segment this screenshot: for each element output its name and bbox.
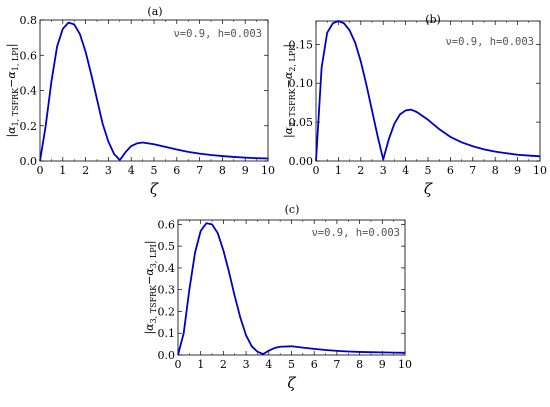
parameter-annotation: ν=0.9, h=0.003: [311, 227, 400, 239]
x-tick-label: 4: [128, 164, 135, 177]
y-tick-label: 0.4: [158, 262, 176, 275]
y-tick-label: 0.00: [289, 155, 314, 168]
x-tick-label: 2: [357, 164, 364, 177]
x-tick-label: 0: [313, 164, 320, 177]
x-tick-label: 4: [265, 358, 272, 371]
y-axis-label: |α2, TSFRK−α2, LPI|: [282, 44, 297, 138]
panel-label: (a): [147, 5, 162, 18]
series-line: [39, 21, 269, 162]
x-tick-label: 5: [425, 164, 432, 177]
y-tick-label: 0.3: [158, 284, 176, 297]
x-tick-label: 1: [59, 164, 66, 177]
x-tick-label: 7: [469, 164, 476, 177]
series-line: [177, 222, 406, 356]
x-tick-label: 3: [105, 164, 112, 177]
y-tick-label: 0.0: [158, 349, 176, 362]
plot-frame: [177, 219, 406, 356]
x-tick-label: 9: [514, 164, 521, 177]
y-tick-label: 0.2: [158, 305, 176, 318]
x-tick-label: 3: [243, 358, 250, 371]
panel-label: (b): [425, 13, 441, 26]
x-tick-label: 6: [173, 164, 180, 177]
chart-panel-2: 0 1 2 3 4 5 6 7 8 9 10 0.00 0.05 0.10 0.15 (b) ν=0.9, h=…: [282, 13, 547, 198]
x-tick-label: 1: [335, 164, 342, 177]
x-tick-label: 10: [398, 358, 412, 371]
parameter-annotation: ν=0.9, h=0.003: [445, 36, 534, 48]
series-line: [315, 20, 541, 162]
x-tick-label: 10: [261, 164, 275, 177]
parameter-annotation: ν=0.9, h=0.003: [173, 28, 262, 40]
y-axis-label: |α3, TSFRK−α3, LPI|: [143, 240, 158, 334]
y-axis-label: |α1, TSFRK−α1, LPI|: [5, 43, 20, 137]
x-tick-label: 0: [175, 358, 182, 371]
chart-panel-3: 0 1 2 3 4 5 6 7 8 9 10 0.0 0.1 0.2 0.3 0.4 0.5 0.6 (c) ν=0.…: [143, 203, 412, 392]
x-tick-label: 5: [288, 358, 295, 371]
x-axis-label: ζ: [150, 180, 159, 198]
x-tick-label: 2: [82, 164, 89, 177]
x-tick-label: 6: [447, 164, 454, 177]
x-axis-label: ζ: [424, 180, 433, 198]
x-tick-label: 1: [197, 358, 204, 371]
x-tick-label: 6: [311, 358, 318, 371]
x-tick-label: 8: [219, 164, 226, 177]
x-tick-label: 2: [220, 358, 227, 371]
x-tick-label: 8: [356, 358, 363, 371]
x-tick-label: 9: [379, 358, 386, 371]
x-tick-label: 8: [492, 164, 499, 177]
y-tick-label: 0.5: [158, 240, 176, 253]
plot-frame: [39, 19, 269, 162]
y-tick-label: 0.2: [20, 120, 38, 133]
x-tick-label: 3: [380, 164, 387, 177]
chart-panel-1: 0 1 2 3 4 5 6 7 8 9 10 0.0 0.2 0.4 0.6 0.8 (a) ν=0.9, h=0…: [5, 5, 275, 198]
y-tick-label: 0.6: [20, 49, 38, 62]
y-tick-label: 0.10: [289, 77, 314, 90]
y-tick-label: 0.15: [289, 38, 314, 51]
y-tick-label: 0.4: [20, 85, 38, 98]
y-tick-label: 0.05: [289, 116, 314, 129]
y-tick-label: 0.6: [158, 218, 176, 231]
x-tick-label: 4: [402, 164, 409, 177]
x-tick-label: 7: [196, 164, 203, 177]
panel-label: (c): [285, 203, 300, 216]
y-tick-label: 0.0: [20, 155, 38, 168]
x-tick-label: 7: [333, 358, 340, 371]
x-axis-label: ζ: [287, 374, 296, 392]
x-tick-label: 0: [37, 164, 44, 177]
y-tick-label: 0.8: [20, 14, 38, 27]
x-tick-label: 9: [242, 164, 249, 177]
x-tick-label: 10: [533, 164, 547, 177]
x-tick-label: 5: [151, 164, 158, 177]
y-tick-label: 0.1: [158, 327, 176, 340]
